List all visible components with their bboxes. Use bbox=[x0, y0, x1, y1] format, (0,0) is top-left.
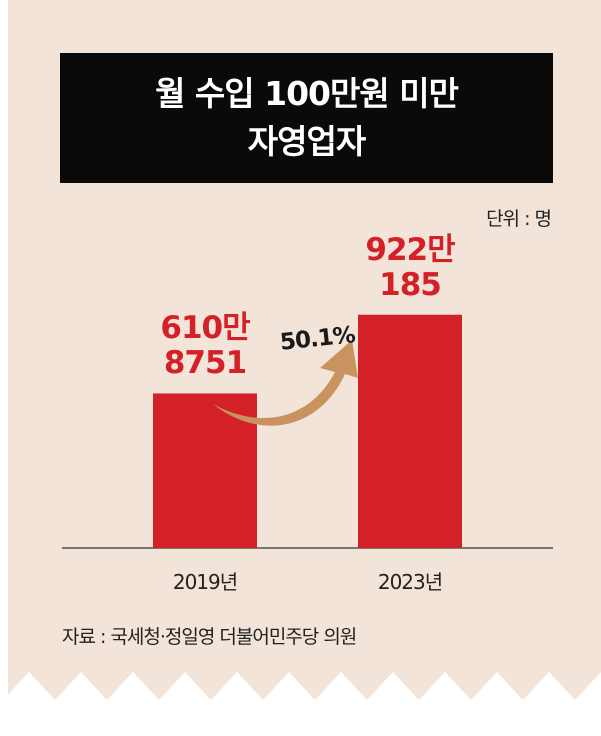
data-label-2019: 610만 8751 bbox=[160, 310, 250, 382]
source-note: 자료 : 국세청·정일영 더불어민주당 의원 bbox=[62, 626, 357, 648]
data-label-2023: 922만 185 bbox=[365, 231, 455, 303]
title-line-2: 자영업자 bbox=[247, 122, 366, 161]
title-line-1: 월 수입 100만원 미만 bbox=[155, 74, 459, 113]
x-tick-label-2019: 2019년 bbox=[172, 570, 238, 594]
x-tick-label-2023: 2023년 bbox=[377, 570, 443, 594]
chart-title: 월 수입 100만원 미만 자영업자 bbox=[60, 53, 553, 183]
unit-label: 단위 : 명 bbox=[486, 208, 552, 230]
bar-2023년 bbox=[358, 314, 462, 548]
curved-up-arrow-icon bbox=[213, 340, 358, 426]
